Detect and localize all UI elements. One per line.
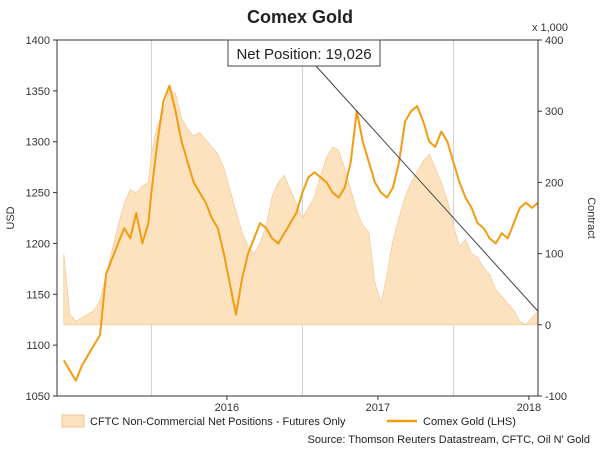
right-tick-label: 100: [545, 249, 563, 261]
source-note: Source: Thomson Reuters Datastream, CFTC…: [308, 434, 591, 446]
annotation-box: [227, 39, 381, 67]
annotation-text: Net Position: 19,026: [236, 46, 371, 63]
left-tick-label: 1250: [26, 188, 50, 200]
area-net-positions: [63, 89, 539, 326]
annotation-leader-line: [315, 65, 539, 312]
x-tick-label: 2018: [517, 402, 541, 414]
left-tick-label: 1150: [26, 289, 50, 301]
left-tick-label: 1350: [26, 86, 50, 98]
x-axis-ticks: 2016 2017 2018: [215, 396, 541, 414]
left-tick-label: 1400: [26, 35, 50, 47]
right-axis-ticks: -100 0 100 200 300 400: [538, 35, 567, 403]
left-tick-label: 1200: [26, 238, 50, 250]
left-tick-label: 1100: [26, 340, 50, 352]
right-tick-label: 200: [545, 177, 563, 189]
right-tick-label: 0: [545, 320, 551, 332]
left-tick-label: 1050: [26, 391, 50, 403]
chart-title: Comex Gold: [247, 7, 353, 27]
area-series-layer: [63, 89, 539, 326]
legend-swatch-net-positions: [61, 414, 85, 428]
legend-label-comex-gold: Comex Gold (LHS): [423, 416, 516, 428]
x-tick-label: 2017: [366, 402, 390, 414]
right-axis-label: Contract: [585, 197, 597, 239]
legend-label-net-positions: CFTC Non-Commercial Net Positions - Futu…: [90, 416, 346, 428]
left-axis-label: USD: [5, 206, 17, 229]
right-tick-label: -100: [545, 391, 567, 403]
x-tick-label: 2016: [215, 402, 239, 414]
right-axis-unit-note: x 1,000: [532, 22, 568, 34]
right-tick-label: 400: [545, 35, 563, 47]
left-tick-label: 1300: [26, 137, 50, 149]
line-comex-gold: [62, 84, 539, 382]
left-axis-ticks: 1050 1100 1150 1200 1250 1300 1350 1400: [26, 35, 57, 403]
line-series-layer: [62, 84, 539, 382]
right-tick-label: 300: [545, 106, 563, 118]
